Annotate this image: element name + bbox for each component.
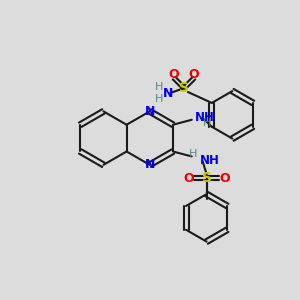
Text: S: S [202,171,212,185]
Text: NH: NH [195,111,214,124]
Text: N: N [145,158,155,171]
Text: N: N [163,86,173,100]
Text: O: O [189,68,199,81]
Text: O: O [219,172,230,185]
Text: N: N [145,105,155,118]
Text: S: S [179,81,189,95]
Text: H: H [202,118,211,128]
Text: H: H [189,149,197,160]
Text: O: O [169,68,179,81]
Text: O: O [184,172,194,185]
Text: H: H [155,82,164,92]
Text: H: H [155,94,164,104]
Text: NH: NH [200,154,220,167]
